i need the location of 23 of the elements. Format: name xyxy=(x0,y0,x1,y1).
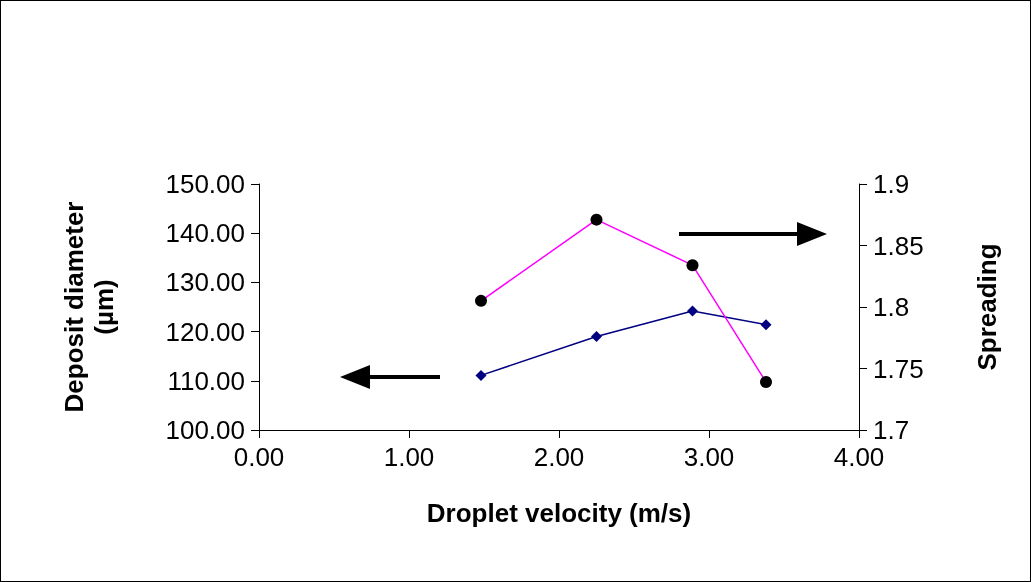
x-axis-title: Droplet velocity (m/s) xyxy=(426,498,692,528)
x-tick-label: 3.00 xyxy=(683,442,735,472)
y-tick-label: 100.00 xyxy=(165,415,245,445)
y2-axis-title: Spreading xyxy=(972,243,1002,371)
y2-tick-label: 1.8 xyxy=(873,292,910,322)
y2-tick-label: 1.85 xyxy=(873,230,924,261)
point xyxy=(475,369,487,381)
x-tick-label: 4.00 xyxy=(833,442,885,472)
y-tick-label: 140.00 xyxy=(165,218,245,249)
x-tick-label: 0.00 xyxy=(233,442,285,472)
y-tick-label: 150.00 xyxy=(165,169,245,199)
y-tick-label: 130.00 xyxy=(165,267,245,298)
x-tick-label: 1.00 xyxy=(383,442,435,472)
point xyxy=(687,305,698,317)
y-tick-label: 110.00 xyxy=(167,365,245,396)
y2-tick-label: 1.75 xyxy=(873,353,924,384)
point xyxy=(591,331,602,343)
y-axis-title: Deposit diameter (µm) xyxy=(59,201,119,413)
y2-tick-label: 1.9 xyxy=(873,169,910,199)
y-tick-label: 120.00 xyxy=(165,316,245,347)
y2-tick-label: 1.7 xyxy=(873,415,910,445)
x-tick-label: 2.00 xyxy=(533,442,585,472)
point xyxy=(760,319,772,331)
